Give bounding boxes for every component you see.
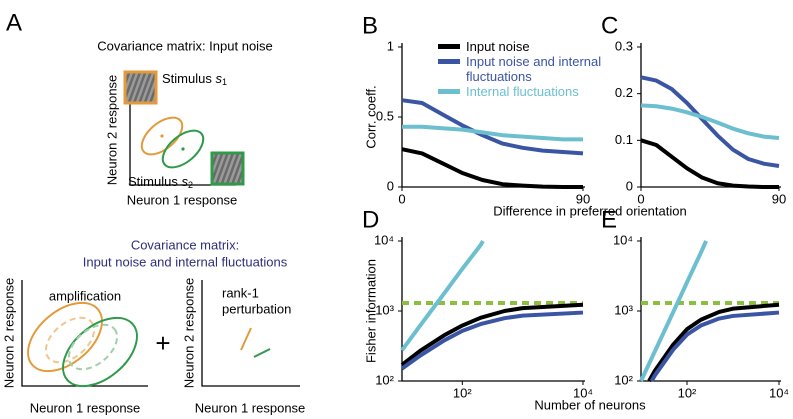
series-line: [400, 302, 584, 367]
series-line: [639, 240, 708, 382]
axis-label: Neuron 1 response: [30, 400, 141, 415]
axis-label: Neuron 2 response: [1, 278, 16, 389]
panel-letter: A: [6, 9, 22, 36]
x-tick-label: 90: [772, 191, 786, 206]
perturbation: [253, 348, 271, 358]
panel-letter: E: [601, 206, 617, 233]
ellipse: [27, 301, 103, 373]
series-line: [402, 124, 583, 142]
y-axis-label: Fisher information: [363, 259, 378, 363]
y-tick-label: 0: [387, 178, 394, 193]
diagram-title: Covariance matrix: Input noise: [97, 38, 273, 53]
y-tick-label: 10²: [614, 372, 633, 387]
panel-letter: C: [601, 12, 618, 39]
y-tick-label: 0.2: [615, 85, 633, 100]
legend-swatch: [438, 89, 460, 94]
y-tick-label: 10³: [614, 302, 633, 317]
y-tick-label: 0: [626, 178, 633, 193]
perturbation: [240, 327, 252, 351]
y-tick-label: 1: [387, 38, 394, 53]
stimulus-icon: [210, 151, 245, 186]
axes: [401, 237, 585, 382]
plus: +: [155, 328, 170, 358]
subtitle: Covariance matrix:: [131, 237, 239, 252]
x-tick-label: 10²: [453, 385, 472, 400]
axis-label: Neuron 1 response: [127, 192, 238, 207]
x-tick-label: 10⁴: [573, 385, 593, 400]
note: perturbation: [222, 301, 291, 316]
axes: [129, 73, 236, 186]
panel-letter: D: [362, 206, 379, 233]
axes: [640, 43, 781, 188]
series-line: [400, 239, 485, 352]
y-tick-label: 0.3: [615, 38, 633, 53]
x-tick-label: 90: [576, 191, 590, 206]
ellipse: [140, 116, 184, 156]
axis-label: Neuron 2 response: [181, 278, 196, 389]
legend-entry: Internal fluctuations: [438, 84, 603, 99]
axis-label: Neuron 2 response: [104, 75, 119, 186]
axis-label: Neuron 1 response: [195, 400, 306, 415]
y-tick-label: 0.1: [615, 132, 633, 147]
y-tick-label: 10²: [375, 372, 394, 387]
y-tick-label: 10⁴: [374, 232, 394, 247]
series-line: [401, 147, 583, 189]
legend-swatch: [438, 59, 460, 64]
y-axis-label: Corr. coeff.: [363, 85, 378, 148]
series-line: [401, 98, 584, 156]
y-tick-label: 0.5: [376, 108, 394, 123]
x-tick-label: 10⁴: [769, 385, 789, 400]
x-axis-label: Number of neurons: [534, 397, 646, 412]
dot: [160, 134, 164, 138]
stimulus-label: Stimulus s2: [128, 174, 193, 190]
subtitle: Input noise and internal fluctuations: [83, 254, 288, 269]
series-line: [640, 103, 780, 140]
ellipse: [161, 129, 205, 169]
legend-label: Input noise and internal fluctuations: [466, 54, 602, 84]
axes: [21, 280, 148, 387]
panel-letter: B: [362, 12, 378, 39]
note: amplification: [49, 288, 121, 303]
legend-label: Input noise: [466, 39, 530, 54]
legend-entry: Input noise: [438, 39, 603, 54]
ellipse: [62, 316, 138, 388]
x-tick-label: 10²: [678, 385, 697, 400]
note: rank-1: [222, 285, 259, 300]
axes: [201, 280, 300, 387]
stimulus-label: Stimulus s1: [162, 71, 227, 87]
ellipse: [67, 323, 119, 371]
legend-label: Internal fluctuations: [466, 84, 579, 99]
y-tick-label: 10⁴: [613, 232, 633, 247]
legend-entry: Input noise and internal fluctuations: [438, 54, 603, 84]
series-line: [649, 310, 780, 383]
x-tick-label: 0: [398, 191, 405, 206]
series-line: [647, 302, 780, 382]
series-line: [640, 138, 779, 189]
dot: [181, 147, 185, 151]
series-line: [640, 75, 780, 168]
ellipse: [44, 316, 96, 364]
legend-box: Input noise Input noise and internal fluc…: [438, 39, 603, 99]
x-tick-label: 0: [637, 191, 644, 206]
legend-swatch: [438, 44, 460, 49]
x-axis-label: Difference in preferred orientation: [493, 203, 686, 218]
y-tick-label: 10³: [375, 302, 394, 317]
stimulus-icon: [123, 70, 158, 105]
series-line: [400, 310, 584, 371]
